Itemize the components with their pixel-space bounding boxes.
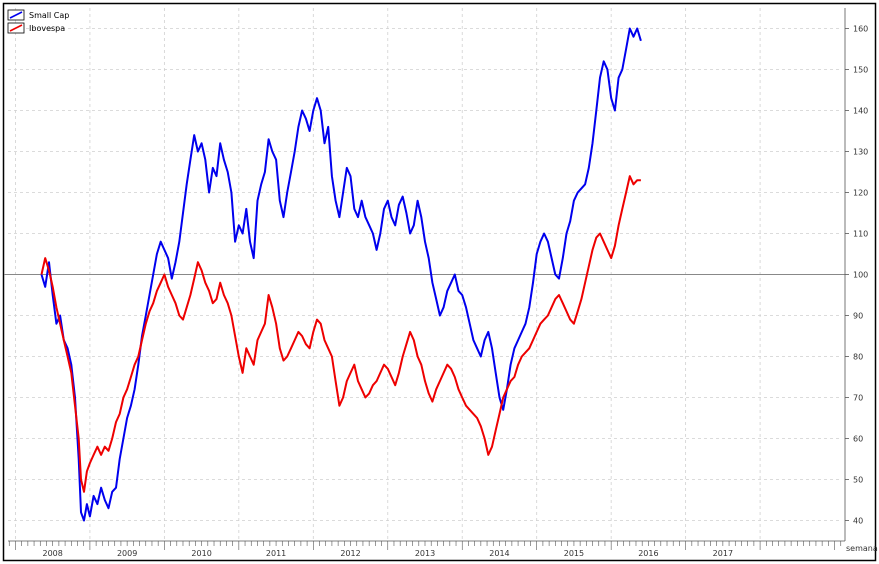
x-tick-label: 2016 (638, 549, 658, 558)
y-tick-label: 140 (853, 107, 868, 116)
x-tick-label: 2014 (489, 549, 509, 558)
axes: 40 50 60 70 80 90 100 110 120 130 140 150 160 2008 200… (8, 8, 878, 558)
x-tick-label: 2017 (713, 549, 733, 558)
y-tick-label: 40 (853, 517, 863, 526)
y-tick-label: 160 (853, 25, 868, 34)
y-tick-label: 80 (853, 353, 863, 362)
x-tick-label: 2012 (340, 549, 360, 558)
legend-label: Small Cap (29, 11, 69, 20)
x-tick-label: 2013 (415, 549, 435, 558)
x-tick-label: 2008 (42, 549, 62, 558)
x-tick-label: 2010 (191, 549, 211, 558)
series-line-1 (40, 175, 641, 493)
y-tick-label: 90 (853, 312, 863, 321)
legend-swatch-line (9, 24, 23, 32)
series-line-0 (40, 27, 642, 522)
y-tick-label: 70 (853, 394, 863, 403)
y-tick-label: 120 (853, 189, 868, 198)
y-tick-label: 110 (853, 230, 868, 239)
y-tick-label: 60 (853, 435, 863, 444)
y-tick-label: 130 (853, 148, 868, 157)
legend-label: Ibovespa (29, 24, 65, 33)
y-tick-label: 50 (853, 476, 863, 485)
y-tick-label: 150 (853, 66, 868, 75)
legend: Small Cap Ibovespa (7, 9, 69, 34)
x-tick-label: 2015 (564, 549, 584, 558)
legend-swatch-line (9, 11, 23, 19)
x-tick-label: 2011 (266, 549, 286, 558)
x-axis-label: semana (846, 544, 878, 553)
y-tick-label: 100 (853, 271, 868, 280)
x-tick-label: 2009 (117, 549, 137, 558)
series-group (40, 27, 642, 522)
